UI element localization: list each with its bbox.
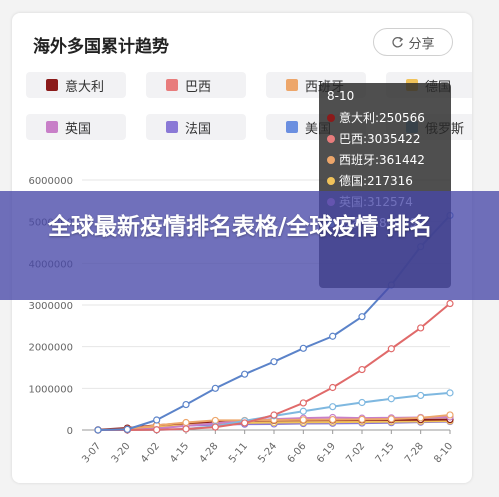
share-label: 分享 (408, 36, 435, 52)
tooltip-row: 西班牙:361442 (327, 151, 425, 168)
legend-swatch (166, 79, 178, 91)
tooltip-text: 巴西:3035422 (339, 132, 421, 146)
data-point (270, 358, 278, 366)
x-tick-label: 3-20 (110, 441, 133, 465)
data-point (358, 313, 366, 321)
data-point (329, 403, 337, 411)
x-tick-label: 8-10 (432, 441, 455, 465)
x-tick-label: 7-02 (344, 441, 367, 465)
tooltip-dot (327, 113, 335, 122)
x-tick-label: 4-15 (168, 441, 191, 465)
data-point (387, 415, 395, 423)
data-point (153, 426, 161, 434)
data-point (241, 419, 249, 427)
tooltip-row: 巴西:3035422 (327, 130, 421, 147)
data-point (299, 399, 307, 407)
data-point (123, 425, 131, 433)
x-tick-label: 4-02 (139, 441, 162, 465)
data-point (417, 391, 425, 400)
data-point (329, 415, 337, 424)
data-point (241, 370, 249, 378)
line-chart: 0100000020000003000000400000050000006000… (28, 176, 455, 465)
legend-item[interactable]: 巴西 (146, 72, 246, 98)
data-point (358, 398, 366, 407)
data-point (211, 423, 219, 431)
legend-swatch (166, 121, 178, 133)
legend-swatch (286, 79, 298, 91)
tooltip-text: 西班牙:361442 (339, 153, 425, 167)
tooltip-row: 德国:217316 (327, 172, 413, 189)
data-point (299, 407, 307, 415)
legend-label: 巴西 (185, 79, 212, 95)
data-point (387, 345, 395, 353)
data-point (299, 416, 307, 424)
data-point (270, 411, 278, 419)
data-point (417, 414, 425, 422)
legend-item[interactable]: 英国 (26, 114, 126, 140)
data-point (358, 365, 366, 374)
share-icon (392, 36, 404, 47)
legend-item[interactable]: 意大利 (26, 72, 126, 98)
data-point (417, 324, 425, 332)
tooltip-text: 意大利:250566 (339, 111, 425, 125)
data-point (182, 425, 190, 433)
y-tick-label: 3000000 (28, 301, 73, 312)
tooltip-title: 8-10 (327, 89, 355, 103)
y-tick-label: 2000000 (28, 343, 73, 354)
tooltip-dot (327, 134, 335, 143)
chart-title: 海外多国累计趋势 (33, 37, 169, 57)
legend-label: 意大利 (65, 79, 105, 95)
legend-label: 法国 (185, 121, 212, 137)
data-point (329, 332, 337, 340)
data-point (182, 418, 190, 427)
x-tick-label: 3-07 (80, 441, 103, 465)
data-point (446, 411, 454, 419)
data-point (329, 383, 337, 392)
series-line (98, 302, 451, 431)
y-tick-label: 1000000 (28, 384, 73, 395)
data-point (387, 395, 395, 403)
data-point (358, 415, 366, 423)
x-tick-label: 6-19 (315, 441, 338, 465)
tooltip-text: 德国:217316 (339, 174, 413, 188)
data-point (153, 416, 161, 424)
legend-item[interactable]: 法国 (146, 114, 246, 140)
data-point (182, 400, 190, 409)
y-tick-label: 0 (67, 426, 73, 437)
x-tick-label: 7-28 (403, 441, 426, 465)
data-point (446, 299, 454, 308)
banner (0, 191, 499, 300)
y-tick-label: 6000000 (28, 176, 73, 187)
x-tick-label: 7-15 (374, 441, 397, 465)
x-tick-label: 4-28 (198, 441, 221, 465)
x-tick-label: 5-11 (227, 441, 250, 465)
banner-text: 全球最新疫情排名表格/全球疫情 排名 (48, 214, 433, 240)
data-point (211, 416, 219, 425)
legend-swatch (46, 121, 58, 133)
data-point (446, 389, 454, 397)
x-tick-label: 5-24 (256, 441, 279, 465)
legend-swatch (286, 121, 298, 133)
legend-swatch (46, 79, 58, 91)
data-point (94, 426, 102, 434)
x-tick-label: 6-06 (286, 441, 309, 465)
tooltip-row: 意大利:250566 (327, 109, 425, 126)
data-point (211, 384, 219, 392)
tooltip-dot (327, 176, 335, 185)
share-button[interactable]: 分享 (373, 28, 453, 56)
legend-label: 英国 (65, 121, 92, 137)
data-point (299, 344, 307, 352)
tooltip-dot (327, 155, 335, 164)
